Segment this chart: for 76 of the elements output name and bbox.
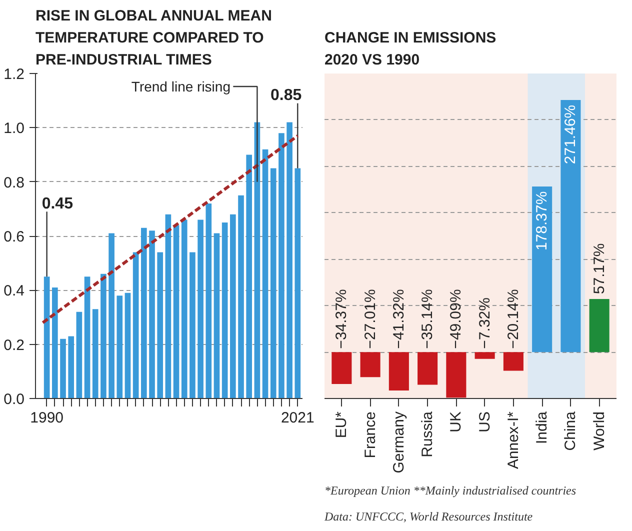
data-label: 271.46% [562, 104, 580, 164]
bar [278, 133, 284, 398]
x-tick-label: India [534, 410, 551, 444]
x-tick-label: US [476, 411, 494, 432]
bar [222, 222, 228, 398]
data-label: 0.85 [270, 87, 302, 104]
bar [332, 352, 352, 384]
bar [116, 296, 123, 398]
bar [60, 338, 66, 398]
data-label: −27.01% [362, 289, 379, 349]
bar [52, 287, 58, 398]
data-label: 0.45 [42, 195, 74, 212]
bar [173, 225, 180, 398]
bar [68, 336, 74, 398]
x-tick-label: Annex-I* [504, 411, 522, 470]
x-tick-label: EU* [333, 411, 350, 438]
x-tick-label: Russia [419, 410, 436, 458]
bar [294, 168, 301, 398]
bar [589, 298, 610, 352]
bar [44, 276, 50, 398]
data-label: −41.32% [390, 289, 408, 349]
bar [246, 154, 252, 398]
x-tick-label: China [562, 410, 580, 451]
bar [206, 204, 212, 398]
bar [132, 252, 139, 398]
y-tick-label: 0.8 [4, 174, 25, 192]
bar [190, 252, 196, 398]
bar [360, 352, 380, 378]
bar [84, 276, 90, 398]
bar [181, 220, 188, 398]
bar [262, 149, 268, 398]
bar [108, 233, 114, 398]
bar [76, 312, 82, 398]
data-label: 178.37% [534, 191, 551, 251]
y-tick-label: 0.6 [4, 228, 25, 246]
x-tick-label: UK [448, 411, 465, 432]
data-label: −35.14% [419, 289, 436, 349]
bar [100, 274, 106, 398]
bar [165, 214, 172, 398]
y-tick-label: 0.4 [4, 282, 25, 300]
y-tick-label: 0.0 [4, 391, 25, 408]
bar [418, 352, 438, 385]
bar [532, 186, 552, 352]
x-tick-label: World [590, 411, 608, 450]
x-tick-label: 1990 [30, 410, 64, 426]
bar [214, 233, 220, 398]
bar [198, 220, 204, 398]
text: Data: UNFCCC, World Resources Institute [324, 510, 534, 524]
data-label: −7.32% [476, 298, 494, 349]
bar [141, 228, 147, 398]
data-label: −49.09% [448, 289, 465, 349]
bar [92, 309, 98, 398]
x-tick-label: Germany [390, 411, 408, 474]
bar [270, 168, 276, 398]
text: *European Union **Mainly industrialised countries [324, 484, 576, 498]
bar [388, 352, 409, 390]
bar [503, 352, 524, 371]
chart-title: RISE IN GLOBAL ANNUAL MEAN TEMPERATURE COMPARED TO PRE-INDUSTRIAL TIMES [36, 7, 272, 68]
bar [230, 214, 236, 398]
annotation: Trend line rising [131, 78, 231, 94]
y-tick-label: 1.0 [4, 120, 25, 138]
bar [474, 352, 495, 359]
y-tick-label: 0.2 [4, 336, 25, 354]
bar [149, 230, 155, 398]
x-tick-label: France [362, 411, 379, 458]
data-label: −34.37% [333, 289, 350, 349]
bar [286, 122, 292, 398]
data-label: 57.17% [590, 243, 608, 294]
x-tick-label: 2021 [280, 410, 314, 426]
bar [124, 292, 131, 398]
bar [446, 352, 466, 398]
y-tick-label: 1.2 [4, 66, 25, 83]
chart-title: CHANGE IN EMISSIONS 2020 VS 1990 [324, 29, 496, 68]
bar [238, 195, 244, 398]
data-label: −20.14% [504, 289, 522, 349]
bar [157, 252, 164, 398]
